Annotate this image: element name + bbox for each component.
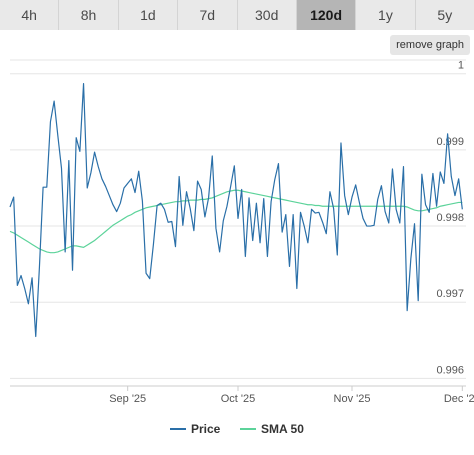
tab-1d[interactable]: 1d	[118, 0, 179, 30]
timeframe-tabs: 4h 8h 1d 7d 30d 120d 1y 5y	[0, 0, 474, 30]
x-tick-label: Oct '25	[221, 393, 256, 405]
chart-legend: Price SMA 50	[170, 422, 304, 436]
y-tick-label: 0.998	[436, 212, 464, 224]
legend-label-sma-50[interactable]: SMA 50	[261, 422, 304, 436]
tab-8h[interactable]: 8h	[59, 0, 119, 30]
remove-graph-button[interactable]: remove graph	[390, 35, 470, 55]
legend-label-price[interactable]: Price	[191, 422, 221, 436]
tab-5y[interactable]: 5y	[415, 0, 474, 30]
chart-series	[9, 83, 463, 338]
x-tick-label: Dec '25	[444, 393, 474, 405]
tab-4h[interactable]: 4h	[0, 0, 60, 30]
tab-1y[interactable]: 1y	[356, 0, 416, 30]
y-tick-label: 0.999	[436, 136, 464, 148]
x-axis-ticks: Sep '25 Oct '25 Nov '25 Dec '25	[109, 386, 474, 405]
y-tick-label: 0.996	[436, 364, 464, 376]
y-axis-ticks: 1 0.999 0.998 0.997 0.996	[436, 60, 464, 377]
tab-7d[interactable]: 7d	[178, 0, 238, 30]
price-line	[9, 83, 463, 338]
chart-grid	[10, 59, 466, 387]
x-tick-label: Sep '25	[109, 393, 146, 405]
y-tick-label: 1	[458, 60, 464, 72]
tab-30d[interactable]: 30d	[237, 0, 297, 30]
x-tick-label: Nov '25	[334, 393, 371, 405]
tab-120d[interactable]: 120d	[296, 0, 357, 30]
y-tick-label: 0.997	[436, 288, 464, 300]
